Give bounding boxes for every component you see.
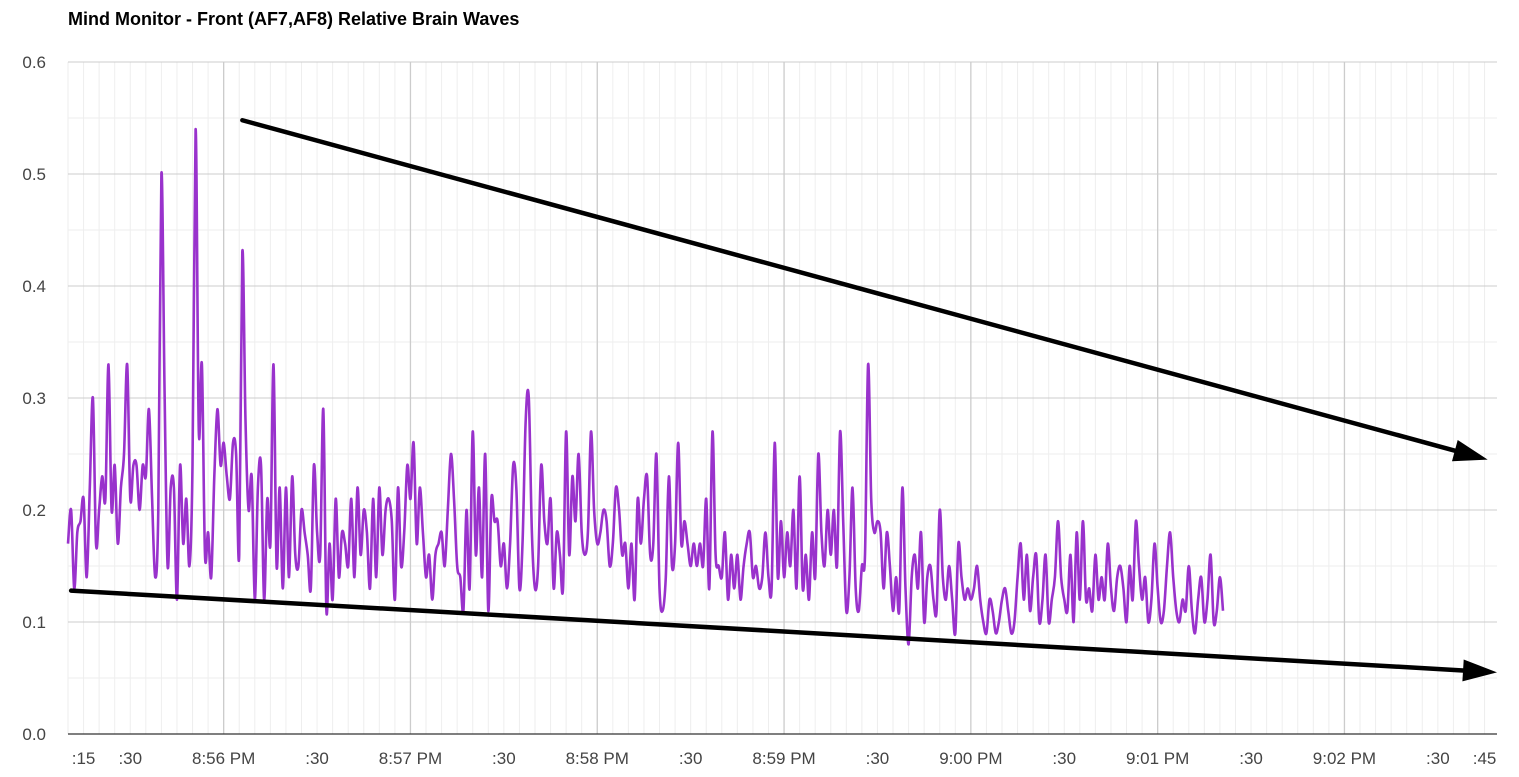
y-tick-label: 0.3 xyxy=(22,389,46,408)
y-tick-label: 0.5 xyxy=(22,165,46,184)
x-tick-label: :45 xyxy=(1473,749,1497,768)
x-tick-label: 9:01 PM xyxy=(1126,749,1189,768)
x-tick-label: 8:58 PM xyxy=(566,749,629,768)
y-tick-label: 0.6 xyxy=(22,53,46,72)
y-tick-label: 0.1 xyxy=(22,613,46,632)
x-tick-label: 9:00 PM xyxy=(939,749,1002,768)
series-line xyxy=(66,127,1225,646)
major-gridlines xyxy=(68,61,1497,735)
chart-title: Mind Monitor - Front (AF7,AF8) Relative … xyxy=(68,9,520,29)
trend-arrow-head xyxy=(1452,440,1488,462)
x-tick-label: 8:56 PM xyxy=(192,749,255,768)
trend-arrow-shaft xyxy=(240,117,1458,453)
x-tick-label: :30 xyxy=(866,749,890,768)
x-tick-label: :15 xyxy=(72,749,96,768)
y-tick-label: 0.2 xyxy=(22,501,46,520)
y-axis: 0.0 0.1 0.2 0.3 0.4 0.5 0.6 xyxy=(22,53,46,744)
x-tick-label: 8:59 PM xyxy=(752,749,815,768)
x-axis: :15 :30 8:56 PM :30 8:57 PM :30 8:58 PM :30 8:59… xyxy=(72,749,1497,768)
x-tick-label: 9:02 PM xyxy=(1313,749,1376,768)
x-tick-label: :30 xyxy=(118,749,142,768)
annotation-layer xyxy=(68,117,1497,682)
trend-arrow xyxy=(68,588,1497,682)
x-tick-label: :30 xyxy=(305,749,329,768)
x-tick-label: :30 xyxy=(1052,749,1076,768)
x-tick-label: :30 xyxy=(679,749,703,768)
x-tick-label: 8:57 PM xyxy=(379,749,442,768)
trend-arrow xyxy=(240,117,1488,462)
x-tick-label: :30 xyxy=(1239,749,1263,768)
trend-arrow-shaft xyxy=(68,588,1466,673)
x-tick-label: :30 xyxy=(1426,749,1450,768)
y-tick-label: 0.0 xyxy=(22,725,46,744)
trend-arrow-head xyxy=(1462,659,1497,682)
series-layer xyxy=(66,127,1225,646)
y-tick-label: 0.4 xyxy=(22,277,46,296)
x-tick-label: :30 xyxy=(492,749,516,768)
